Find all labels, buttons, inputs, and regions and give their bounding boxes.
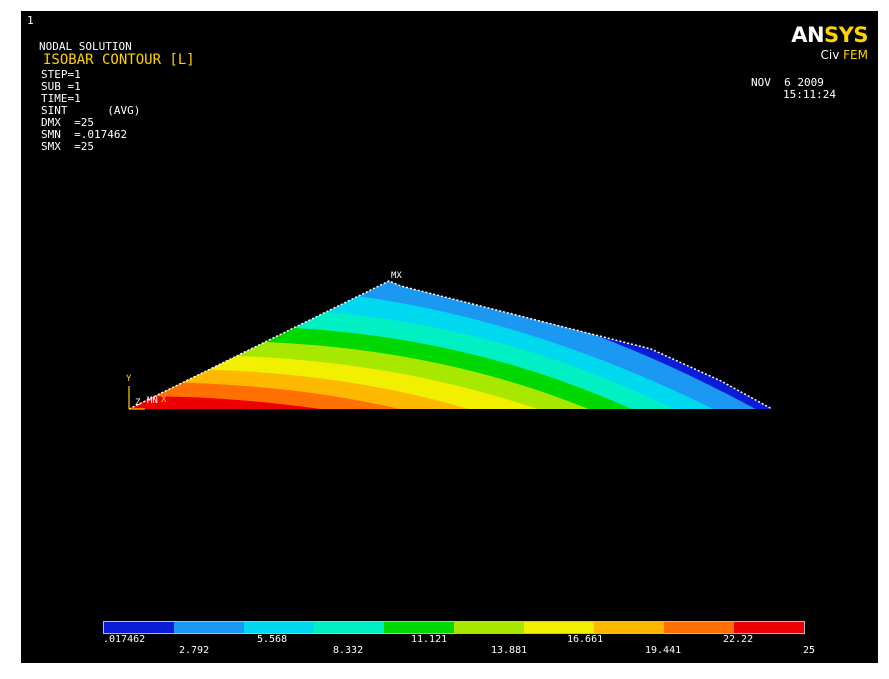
contour-plot (128, 280, 773, 410)
info-step: STEP=1 (41, 68, 81, 81)
legend-swatch-6 (454, 622, 524, 633)
legend-swatch-4 (314, 622, 384, 633)
min-marker: MN (147, 396, 158, 406)
legend-swatch-7 (524, 622, 594, 633)
window-number: 1 (27, 14, 34, 27)
axis-y-label: Y (126, 374, 132, 384)
contour-band-10 (129, 396, 401, 409)
contour-title: ISOBAR CONTOUR [L] (43, 52, 195, 68)
legend-label: .017462 (103, 634, 146, 645)
axis-x-label: X (161, 395, 167, 405)
legend-swatch-5 (384, 622, 454, 633)
plot-date: NOV 6 2009 (751, 76, 824, 89)
info-smn: SMN =.017462 (41, 128, 128, 141)
legend-swatch-9 (664, 622, 734, 633)
legend-label: 13.881 (491, 645, 528, 656)
dam-outline (128, 280, 773, 410)
info-sub: SUB =1 (41, 80, 81, 93)
civ-fem-logo: Civ FEM (821, 48, 868, 62)
graphics-viewport[interactable]: 1 NODAL SOLUTION ISOBAR CONTOUR [L] STEP… (21, 11, 878, 663)
plot-time: 15:11:24 (783, 88, 836, 101)
info-time: TIME=1 (41, 92, 81, 105)
logo-sub-accent: FEM (843, 48, 868, 62)
max-marker: MX (391, 271, 402, 281)
logo-main-white: AN (791, 23, 825, 47)
ansys-logo: ANSYS (791, 23, 868, 47)
legend-swatch-2 (174, 622, 244, 633)
legend-label: 2.792 (179, 645, 210, 656)
legend-label: 16.661 (567, 634, 604, 645)
legend-swatch-10 (734, 622, 804, 633)
contour-legend-bar (103, 621, 805, 634)
info-dmx: DMX =25 (41, 116, 94, 129)
logo-sub-white: Civ (820, 48, 844, 62)
legend-swatch-3 (244, 622, 314, 633)
contour-bands (129, 281, 772, 409)
axis-z-label: Z (135, 398, 141, 408)
legend-label: 5.568 (257, 634, 288, 645)
legend-label: 19.441 (645, 645, 682, 656)
info-block: STEP=1 SUB =1 TIME=1 SINT (AVG) DMX =25 … (41, 69, 140, 153)
legend-label: 22.22 (723, 634, 754, 645)
logo-main-accent: SYS (824, 23, 868, 47)
info-sint: SINT (AVG) (41, 104, 141, 117)
legend-label: 25 (803, 645, 816, 656)
legend-label: 11.121 (411, 634, 448, 645)
legend-swatch-8 (594, 622, 664, 633)
legend-label: 8.332 (333, 645, 364, 656)
legend-swatch-1 (104, 622, 174, 633)
solution-title: NODAL SOLUTION (39, 40, 132, 53)
info-smx: SMX =25 (41, 140, 94, 153)
